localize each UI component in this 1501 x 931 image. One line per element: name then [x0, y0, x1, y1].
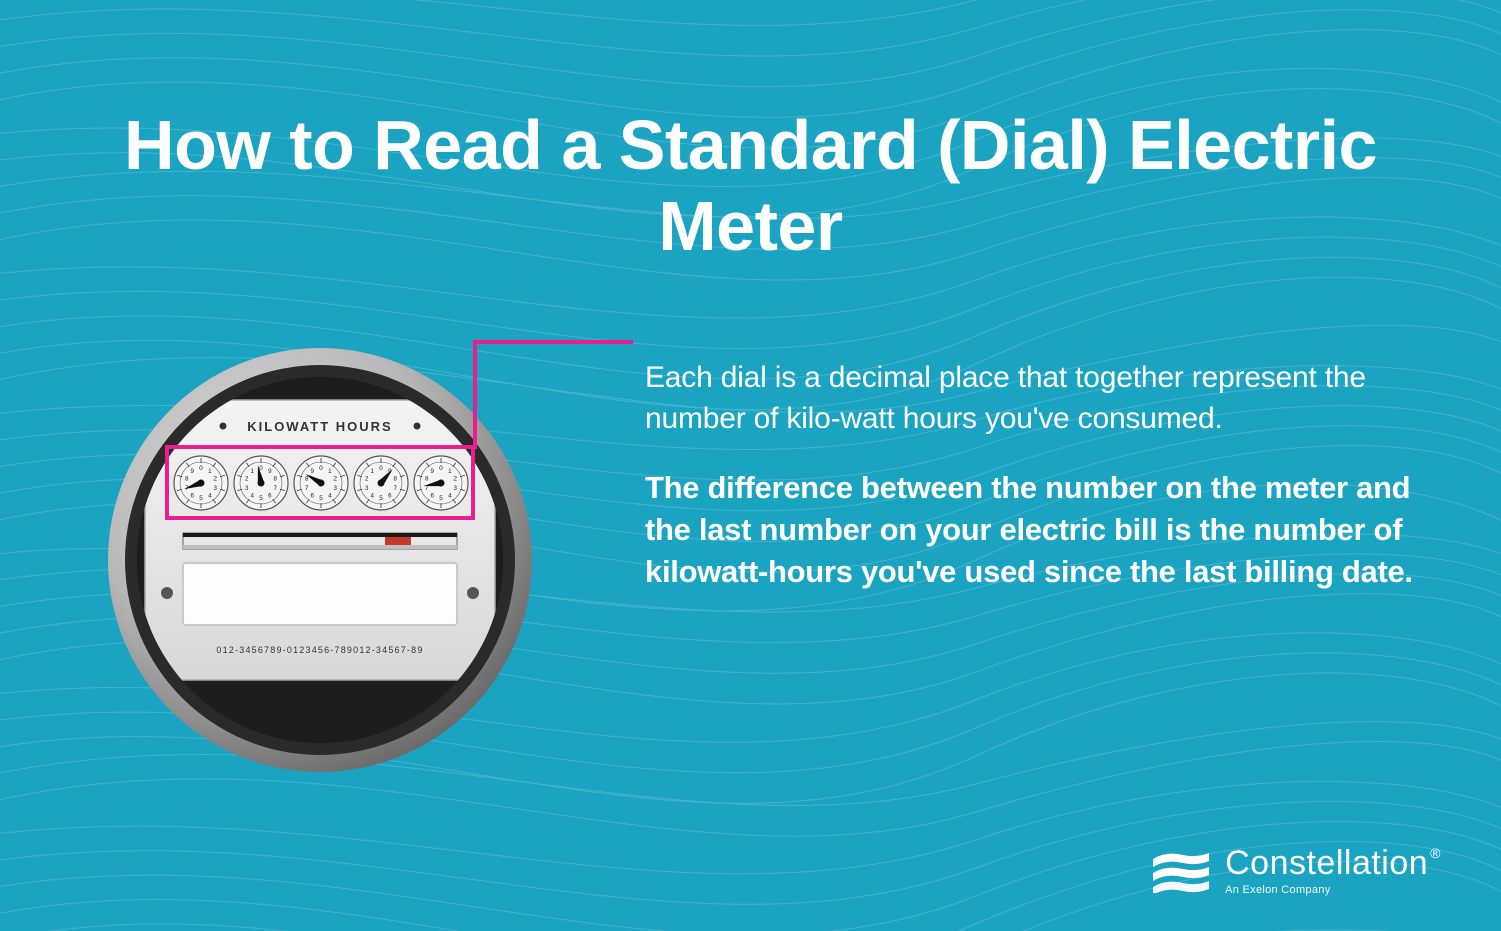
meter-indicator-bar [183, 533, 457, 549]
constellation-logo: Constellation® An Exelon Company [1151, 846, 1441, 896]
logo-subtitle: An Exelon Company [1225, 884, 1330, 896]
description-paragraph-1: Each dial is a decimal place that togeth… [645, 358, 1421, 439]
callout-highlight-box [165, 445, 475, 520]
meter-label: KILOWATT HOURS [247, 419, 392, 434]
meter-serial: 012-3456789-0123456-789012-34567-89 [216, 645, 423, 655]
callout-leader-horizontal [473, 340, 633, 344]
meter-display-window [183, 563, 457, 625]
logo-name: Constellation® [1225, 846, 1441, 880]
electric-meter-illustration: KILOWATT HOURS 0123456789098765432101234… [105, 345, 535, 775]
description-column: Each dial is a decimal place that togeth… [645, 358, 1421, 593]
page-title: How to Read a Standard (Dial) Electric M… [0, 105, 1501, 266]
description-paragraph-2: The difference between the number on the… [645, 467, 1421, 593]
constellation-logo-icon [1151, 849, 1211, 893]
callout-leader-vertical [473, 340, 477, 449]
infographic-canvas: How to Read a Standard (Dial) Electric M… [0, 0, 1501, 931]
